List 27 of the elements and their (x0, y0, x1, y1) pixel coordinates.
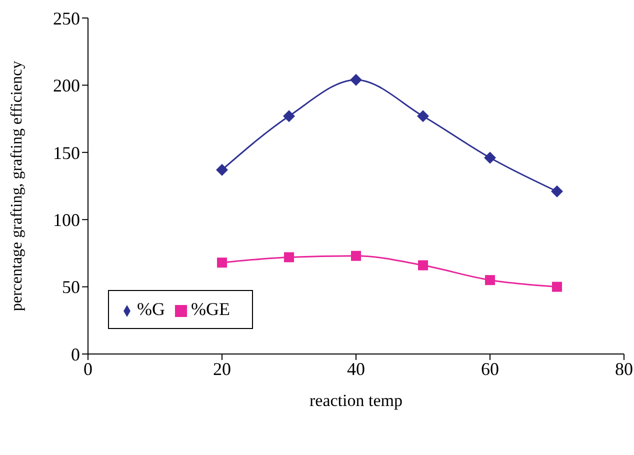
x-tick-label: 0 (84, 358, 92, 379)
y-tick-label: 50 (62, 277, 80, 298)
point (216, 164, 228, 176)
point (484, 152, 496, 164)
point (551, 185, 563, 198)
point (417, 110, 429, 122)
x-tick-label: 40 (347, 358, 365, 379)
x-axis-title: reaction temp (310, 391, 402, 410)
point (552, 282, 562, 292)
y-tick-label: 0 (71, 344, 80, 364)
y-axis-title: percentage grafting, grafting efficiency (8, 60, 26, 312)
legend-label: %GE (191, 299, 230, 319)
legend-label: %G (137, 299, 165, 319)
point (283, 110, 295, 122)
y-tick-label: 150 (53, 142, 80, 163)
point (485, 275, 495, 286)
point (418, 260, 428, 270)
x-tick-label: 60 (481, 358, 499, 379)
point (350, 74, 362, 86)
y-tick-label: 250 (53, 8, 80, 28)
point (217, 258, 227, 268)
x-tick-label: 20 (213, 358, 231, 379)
point (351, 250, 361, 261)
point (284, 252, 294, 262)
y-tick-label: 100 (53, 210, 80, 230)
x-tick-label: 80 (615, 358, 633, 379)
y-tick-label: 200 (53, 76, 80, 96)
